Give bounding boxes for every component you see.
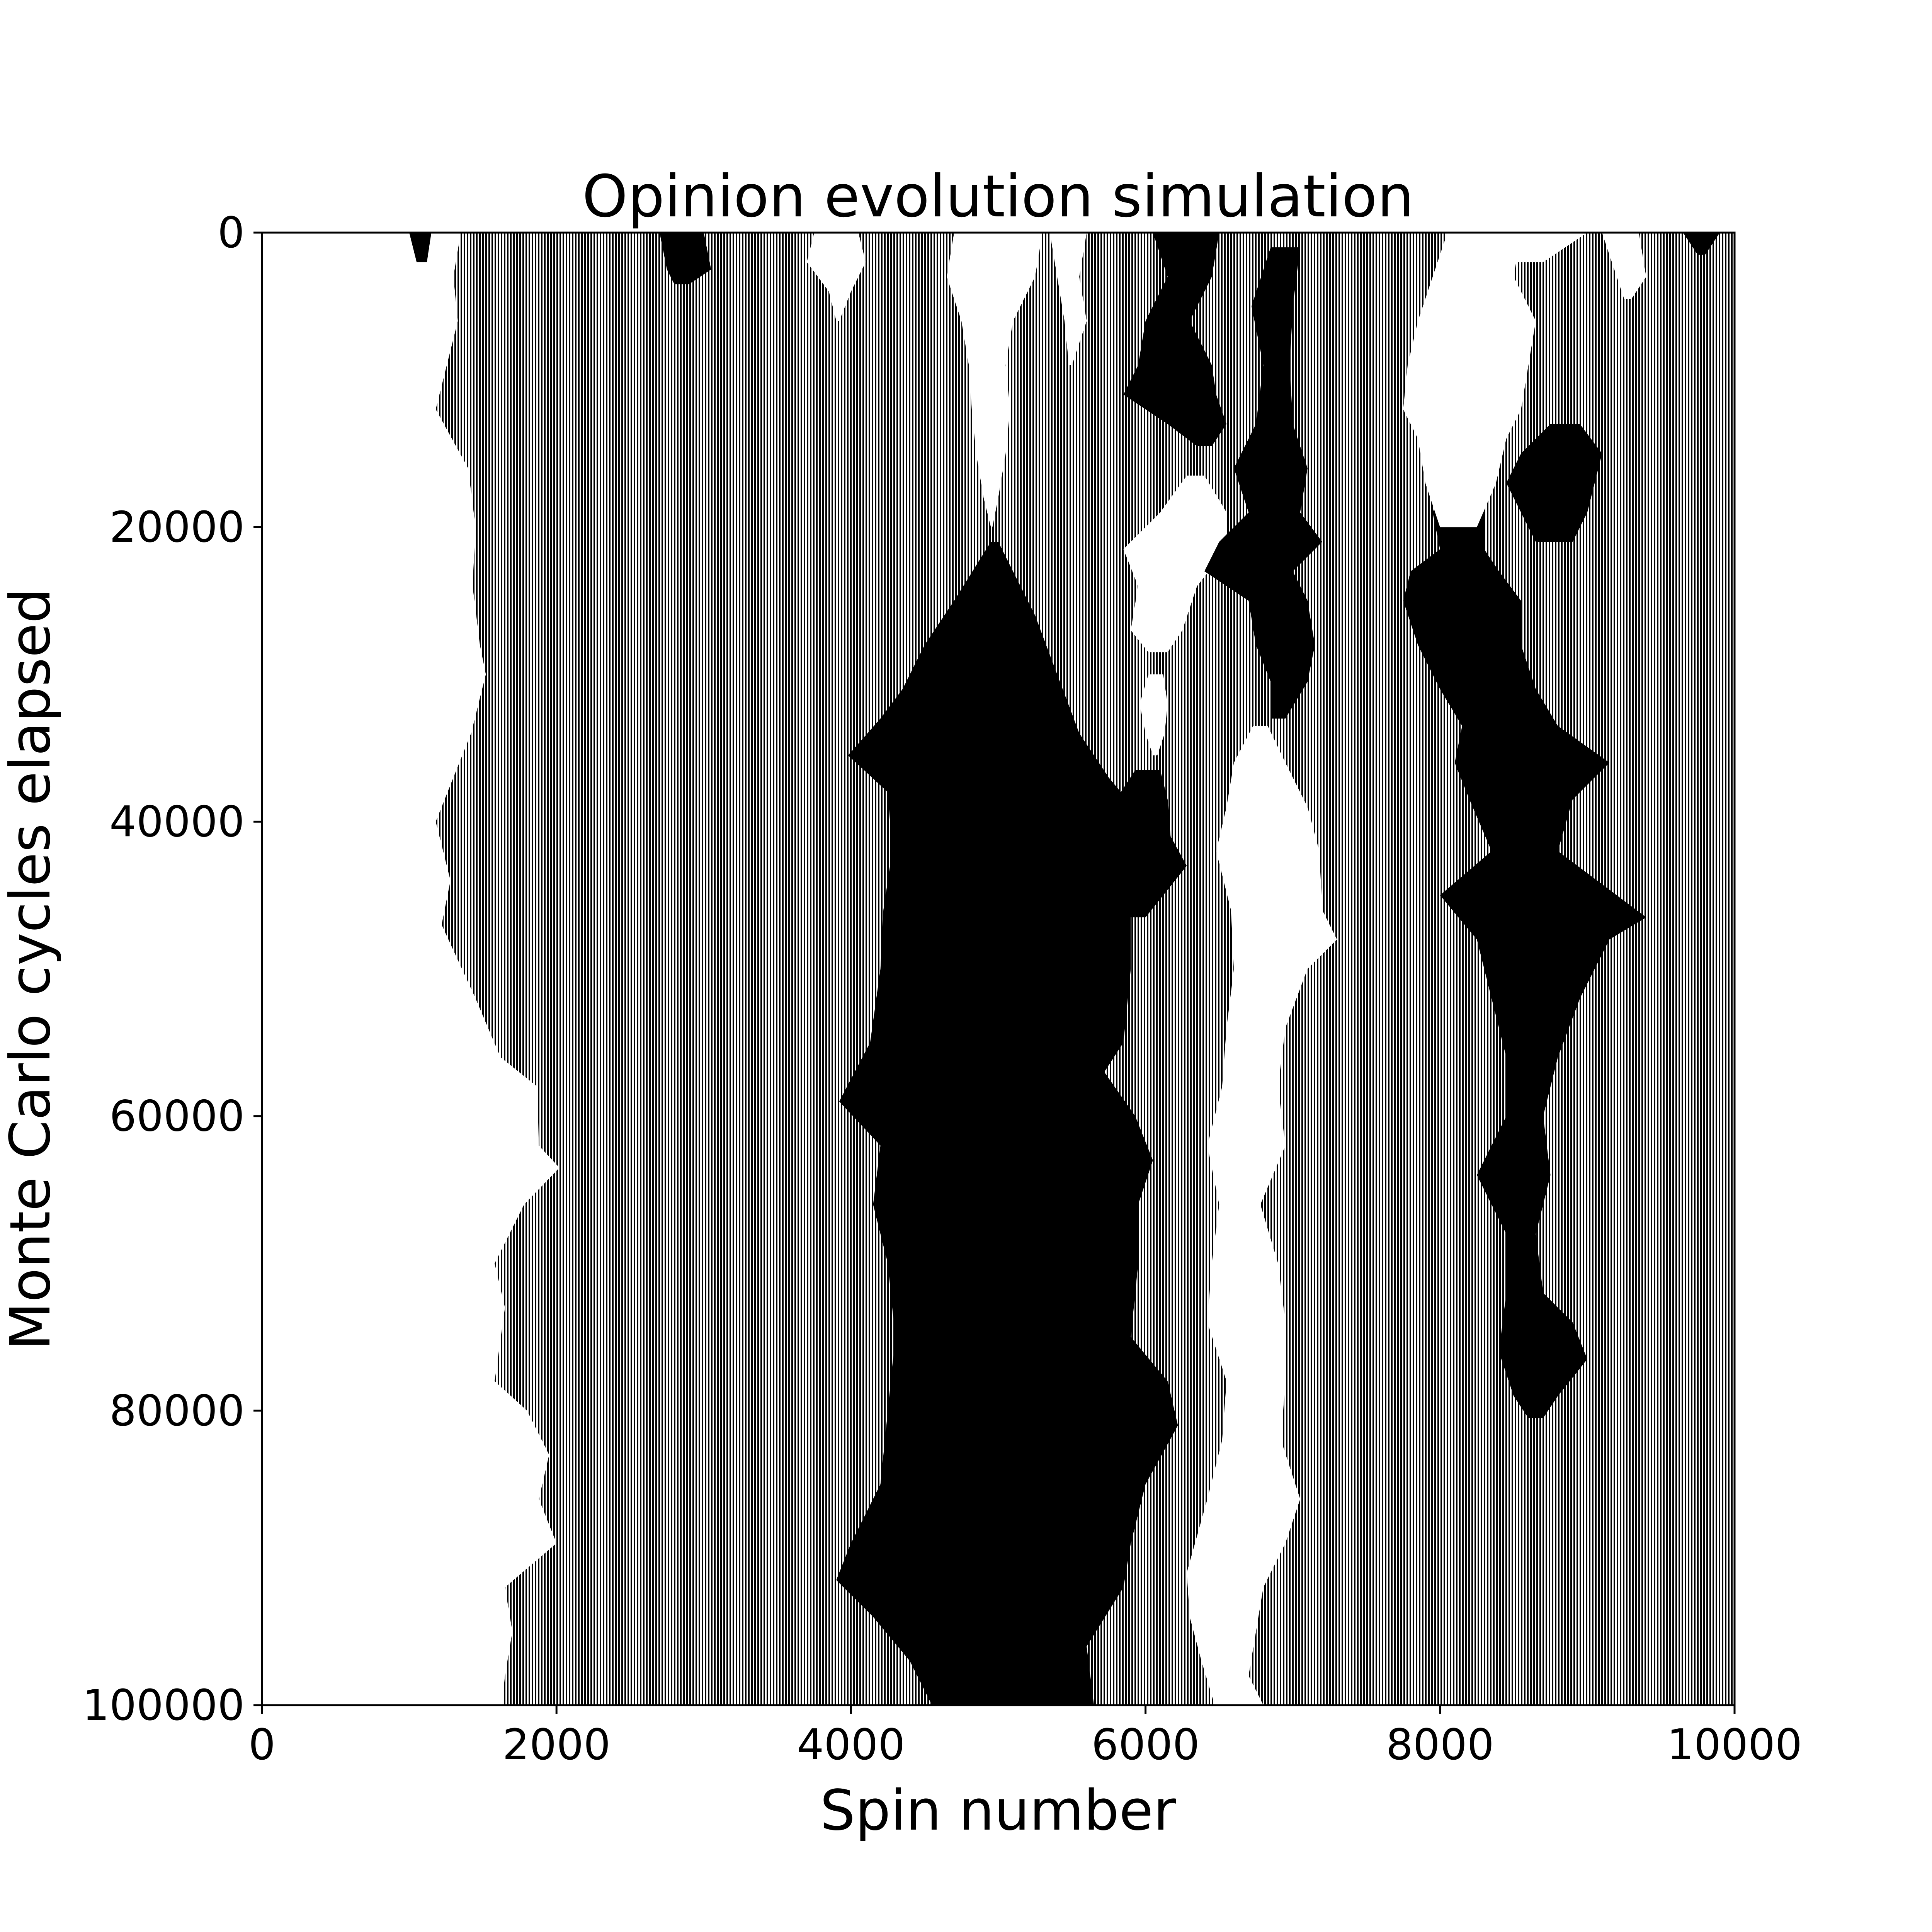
domain-down-15 [1454, 233, 1587, 262]
y-axis-label: Monte Carlo cycles elapsed [0, 588, 63, 1350]
y-tick-label: 40000 [109, 797, 245, 846]
domain-up-17 [660, 233, 711, 284]
y-tick-label: 80000 [109, 1386, 245, 1435]
domain-down-11 [947, 233, 1043, 527]
domain-up-18 [1683, 233, 1720, 255]
y-tick-label: 100000 [82, 1680, 245, 1730]
chart-title: Opinion evolution simulation [582, 163, 1414, 230]
domain-up-6 [1204, 247, 1322, 719]
x-tick-label: 6000 [1092, 1720, 1200, 1769]
domain-down-4 [1139, 674, 1168, 755]
domain-down-16 [1602, 233, 1646, 299]
x-tick-label: 8000 [1386, 1720, 1494, 1769]
domain-up-2 [1101, 770, 1187, 918]
plot-frame [261, 231, 1736, 1706]
y-tick-label: 0 [218, 208, 245, 257]
domain-down-10 [1403, 233, 1536, 527]
domain-up-8 [1403, 475, 1646, 1418]
domain-down-0 [262, 233, 560, 1705]
domain-down-12 [807, 233, 866, 321]
domain-up-1 [836, 542, 1182, 1705]
domain-down-14 [284, 233, 368, 292]
domain-up-9 [1506, 424, 1602, 542]
domain-up-19 [409, 233, 432, 262]
y-tick-label: 60000 [109, 1092, 245, 1141]
plot-area [262, 233, 1735, 1705]
y-tick-label: 20000 [109, 502, 245, 552]
x-tick-label: 0 [248, 1720, 276, 1769]
x-axis-label: Spin number [820, 1778, 1177, 1843]
domain-down-7 [1187, 726, 1337, 1705]
x-tick-label: 10000 [1667, 1720, 1802, 1769]
opinion-domains [262, 233, 1720, 1705]
domain-down-13 [1049, 233, 1087, 365]
domain-down-3 [1123, 475, 1227, 653]
x-tick-label: 4000 [797, 1720, 905, 1769]
y-axis: 0 20000 40000 60000 80000 100000 [82, 208, 262, 1730]
x-tick-label: 2000 [502, 1720, 611, 1769]
x-axis: 0 2000 4000 6000 8000 10000 [248, 1705, 1802, 1769]
domain-up-5 [1123, 233, 1227, 446]
